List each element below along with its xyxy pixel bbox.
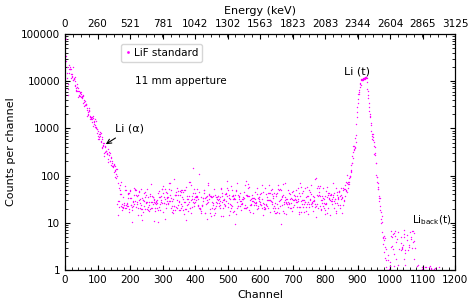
- X-axis label: Energy (keV): Energy (keV): [224, 6, 296, 16]
- Text: Li (α): Li (α): [107, 124, 145, 144]
- Text: Li (t): Li (t): [344, 66, 370, 76]
- Text: 11 mm apperture: 11 mm apperture: [135, 76, 227, 87]
- X-axis label: Channel: Channel: [237, 290, 283, 300]
- Text: Li$_{\mathrm{back}}$(t): Li$_{\mathrm{back}}$(t): [412, 213, 452, 227]
- Legend: LiF standard: LiF standard: [121, 44, 202, 62]
- Y-axis label: Counts per channel: Counts per channel: [6, 98, 16, 206]
